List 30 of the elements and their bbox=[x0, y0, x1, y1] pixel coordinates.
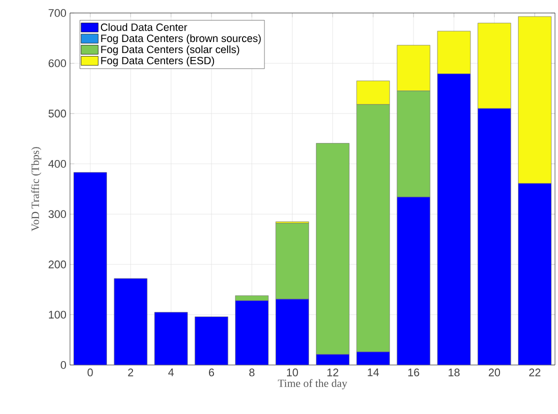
y-tick-label: 200 bbox=[48, 260, 66, 268]
x-tick-label: 22 bbox=[529, 368, 540, 376]
x-tick-label: 4 bbox=[168, 368, 174, 376]
bar bbox=[74, 172, 107, 365]
y-tick-label: 500 bbox=[48, 110, 66, 118]
x-tick-label: 10 bbox=[287, 368, 298, 376]
bar bbox=[194, 316, 228, 365]
y-axis-title: VoD Traffic (Tbps) bbox=[31, 147, 42, 232]
y-tick-label: 700 bbox=[48, 9, 66, 17]
y-tick-label: 0 bbox=[60, 361, 66, 369]
y-tick-label: 400 bbox=[48, 160, 66, 168]
legend-label: Cloud Data Center bbox=[100, 23, 188, 31]
x-tick-label: 6 bbox=[208, 368, 214, 376]
x-axis-title: Time of the day bbox=[278, 379, 348, 390]
x-tick-label: 8 bbox=[249, 368, 254, 376]
bar bbox=[154, 312, 188, 365]
x-tick-label: 16 bbox=[408, 368, 420, 376]
x-tick-label: 12 bbox=[327, 368, 338, 376]
y-tick-label: 100 bbox=[48, 310, 66, 319]
bar bbox=[114, 278, 148, 365]
legend-label: Fog Data Centers (solar cells) bbox=[101, 45, 240, 56]
legend-label: Fog Data Centers (ESD) bbox=[101, 56, 214, 66]
x-tick-label: 0 bbox=[88, 368, 93, 376]
y-tick-label: 300 bbox=[48, 210, 66, 218]
x-tick-label: 2 bbox=[128, 368, 134, 376]
x-tick-label: 14 bbox=[368, 368, 379, 376]
x-tick-label: 18 bbox=[448, 368, 460, 376]
x-tick-label: 20 bbox=[488, 368, 500, 376]
legend-label: Fog Data Centers (brown sources) bbox=[101, 34, 261, 44]
y-tick-label: 600 bbox=[48, 59, 66, 68]
